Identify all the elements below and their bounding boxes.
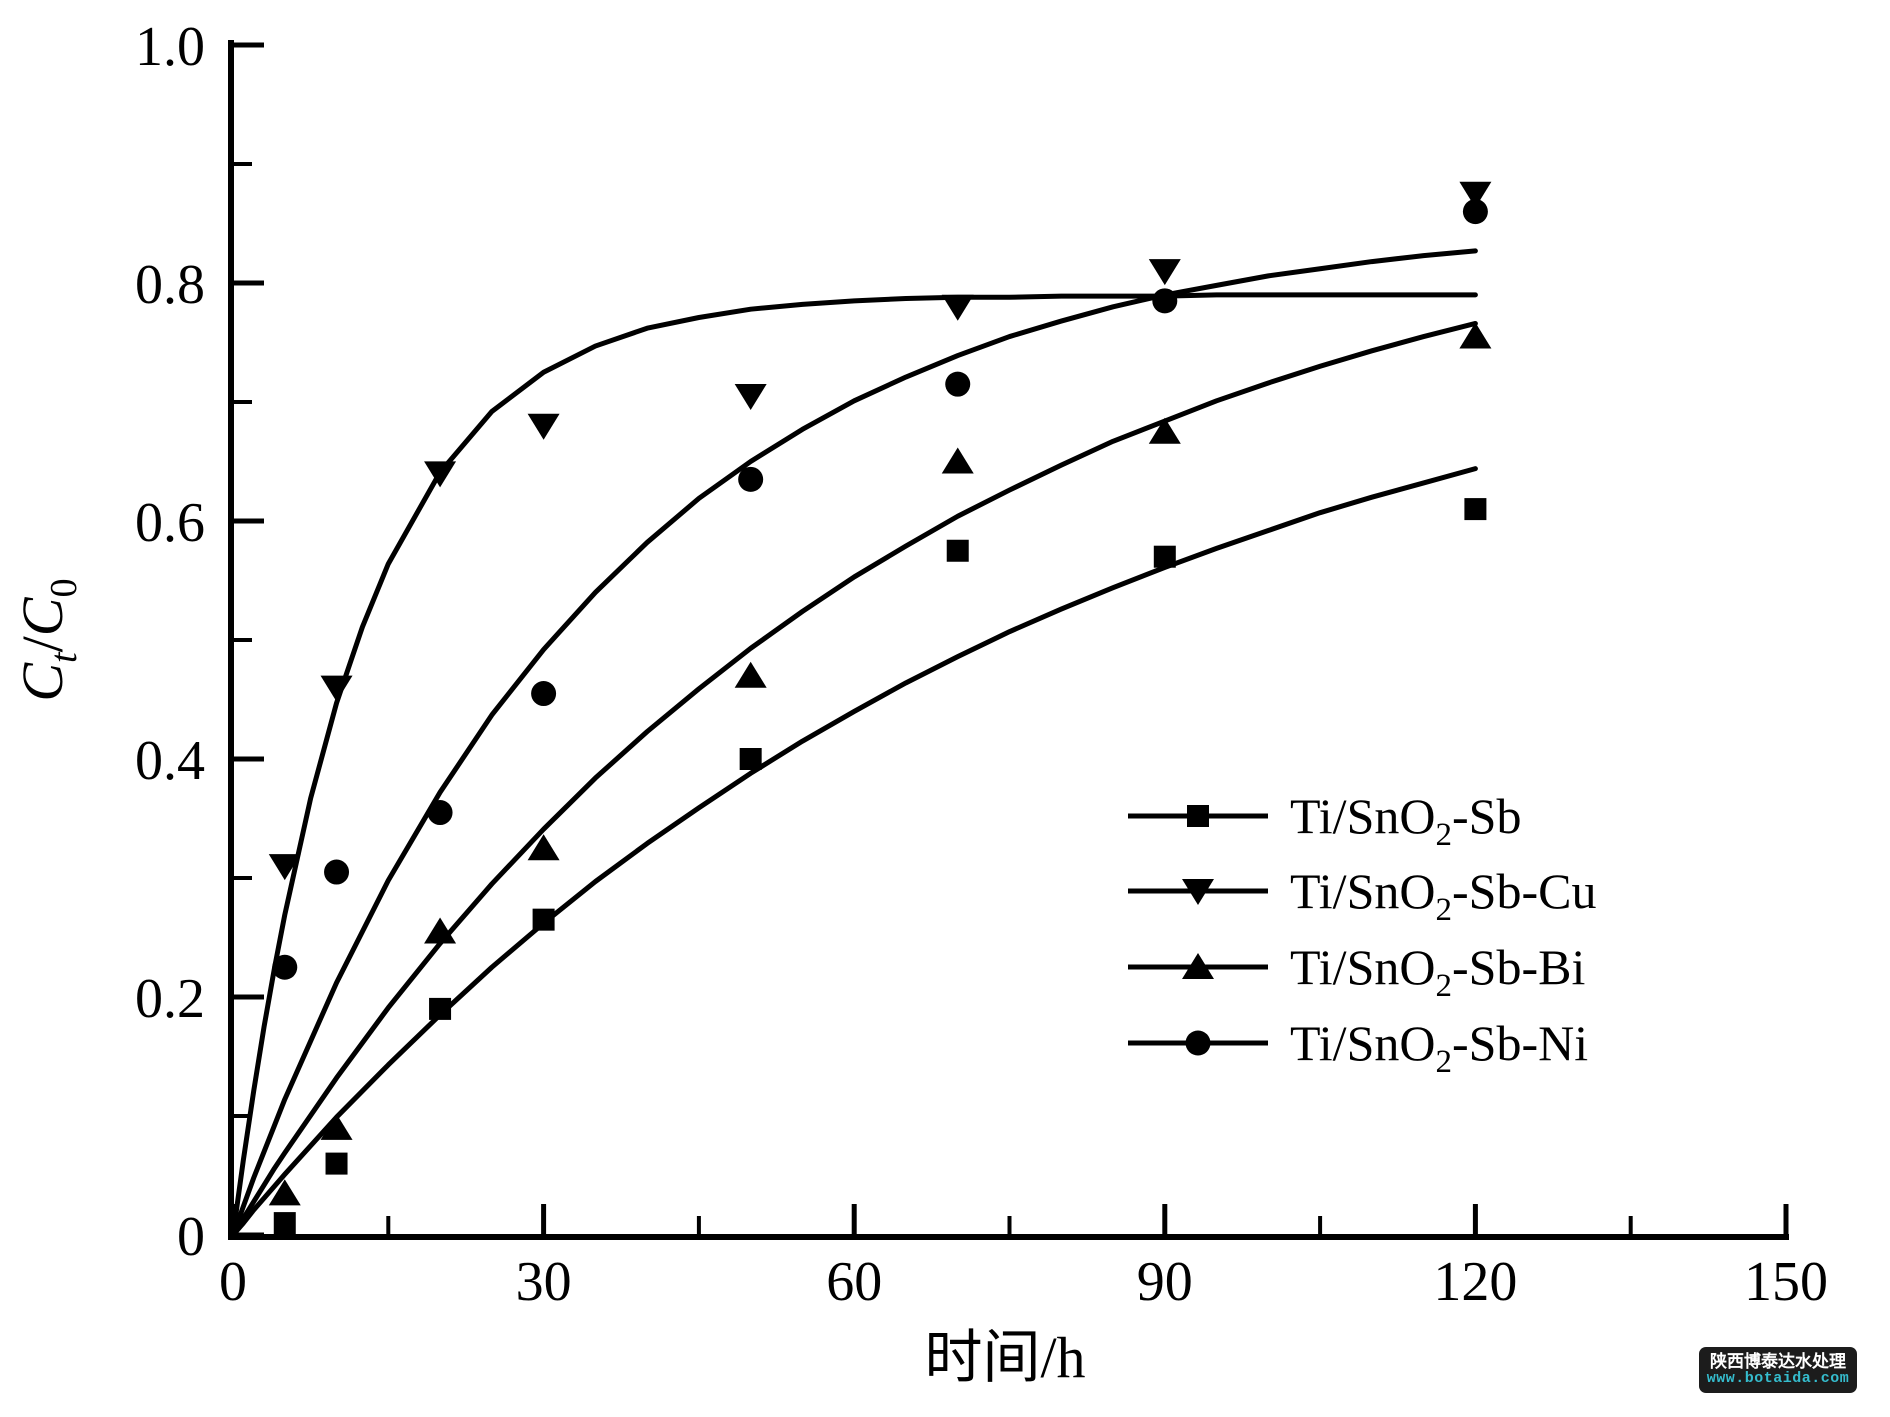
- x-tick-label: 150: [1744, 1251, 1828, 1313]
- series-1-marker: [532, 908, 555, 931]
- watermark-url: www.botaida.com: [1706, 1370, 1850, 1388]
- y-tick-label: 0.6: [135, 492, 205, 554]
- series-4-marker: [1152, 288, 1178, 314]
- series-4-marker: [738, 466, 764, 492]
- series-4-marker: [427, 800, 453, 826]
- legend-marker-square: [1187, 805, 1209, 827]
- legend-marker-triangle-down: [1182, 879, 1214, 905]
- series-1-marker: [325, 1152, 348, 1175]
- y-axis-title: Ct/C0: [10, 578, 85, 701]
- legend-entry-label: Ti/SnO2-Sb-Cu: [1290, 863, 1596, 928]
- legend-marker-circle: [1185, 1030, 1211, 1056]
- series-4-marker: [272, 954, 298, 980]
- x-tick-label: 30: [516, 1251, 572, 1313]
- series-curve-2: [230, 292, 1478, 1238]
- legend-marker-triangle-up: [1182, 953, 1214, 979]
- series-2-marker: [527, 413, 560, 440]
- series-3-marker: [1459, 322, 1492, 349]
- y-tick-label: 0.4: [135, 730, 205, 792]
- legend-entry-label: Ti/SnO2-Sb-Ni: [1290, 1015, 1588, 1080]
- series-2-marker: [734, 384, 767, 411]
- series-1-marker: [1464, 498, 1487, 521]
- series-4-marker: [945, 371, 971, 397]
- series-1-marker: [1153, 545, 1176, 568]
- series-2-marker: [941, 294, 974, 321]
- series-curve-1: [230, 466, 1478, 1238]
- series-1-marker: [429, 997, 452, 1020]
- y-tick-label: 1.0: [135, 16, 205, 78]
- x-tick-label: 120: [1433, 1251, 1517, 1313]
- series-3-marker: [527, 834, 560, 861]
- series-2-marker: [320, 675, 353, 702]
- series-2-marker: [1148, 259, 1181, 286]
- series-curve-4: [230, 248, 1478, 1238]
- x-tick-label: 0: [219, 1251, 247, 1313]
- series-3-marker: [1148, 417, 1181, 444]
- series-4-marker: [1462, 199, 1488, 225]
- series-curve-3: [230, 320, 1478, 1238]
- series-3-marker: [424, 917, 457, 944]
- watermark-company: 陕西博泰达水处理: [1710, 1351, 1846, 1371]
- series-4-marker: [324, 859, 350, 885]
- watermark-badge: 陕西博泰达水处理 www.botaida.com: [1699, 1347, 1857, 1393]
- series-3-marker: [268, 1179, 301, 1206]
- series-1-marker: [946, 539, 969, 562]
- series-3-marker: [941, 447, 974, 474]
- series-2-marker: [424, 461, 457, 488]
- series-3-marker: [734, 661, 767, 688]
- x-tick-label: 90: [1137, 1251, 1193, 1313]
- y-tick-label: 0: [177, 1206, 205, 1268]
- series-2-marker: [268, 854, 301, 881]
- series-1-marker: [739, 748, 762, 770]
- legend-entry-label: Ti/SnO2-Sb-Bi: [1290, 939, 1585, 1004]
- series-2-marker: [1459, 181, 1492, 208]
- series-3-marker: [320, 1113, 353, 1140]
- series-1-marker: [273, 1212, 296, 1235]
- x-tick-label: 60: [826, 1251, 882, 1313]
- legend-entry-label: Ti/SnO2-Sb: [1290, 788, 1521, 853]
- y-tick-label: 0.8: [135, 254, 205, 316]
- series-4-marker: [531, 681, 557, 707]
- y-tick-label: 0.2: [135, 968, 205, 1030]
- x-axis-title: 时间/h: [924, 1325, 1085, 1390]
